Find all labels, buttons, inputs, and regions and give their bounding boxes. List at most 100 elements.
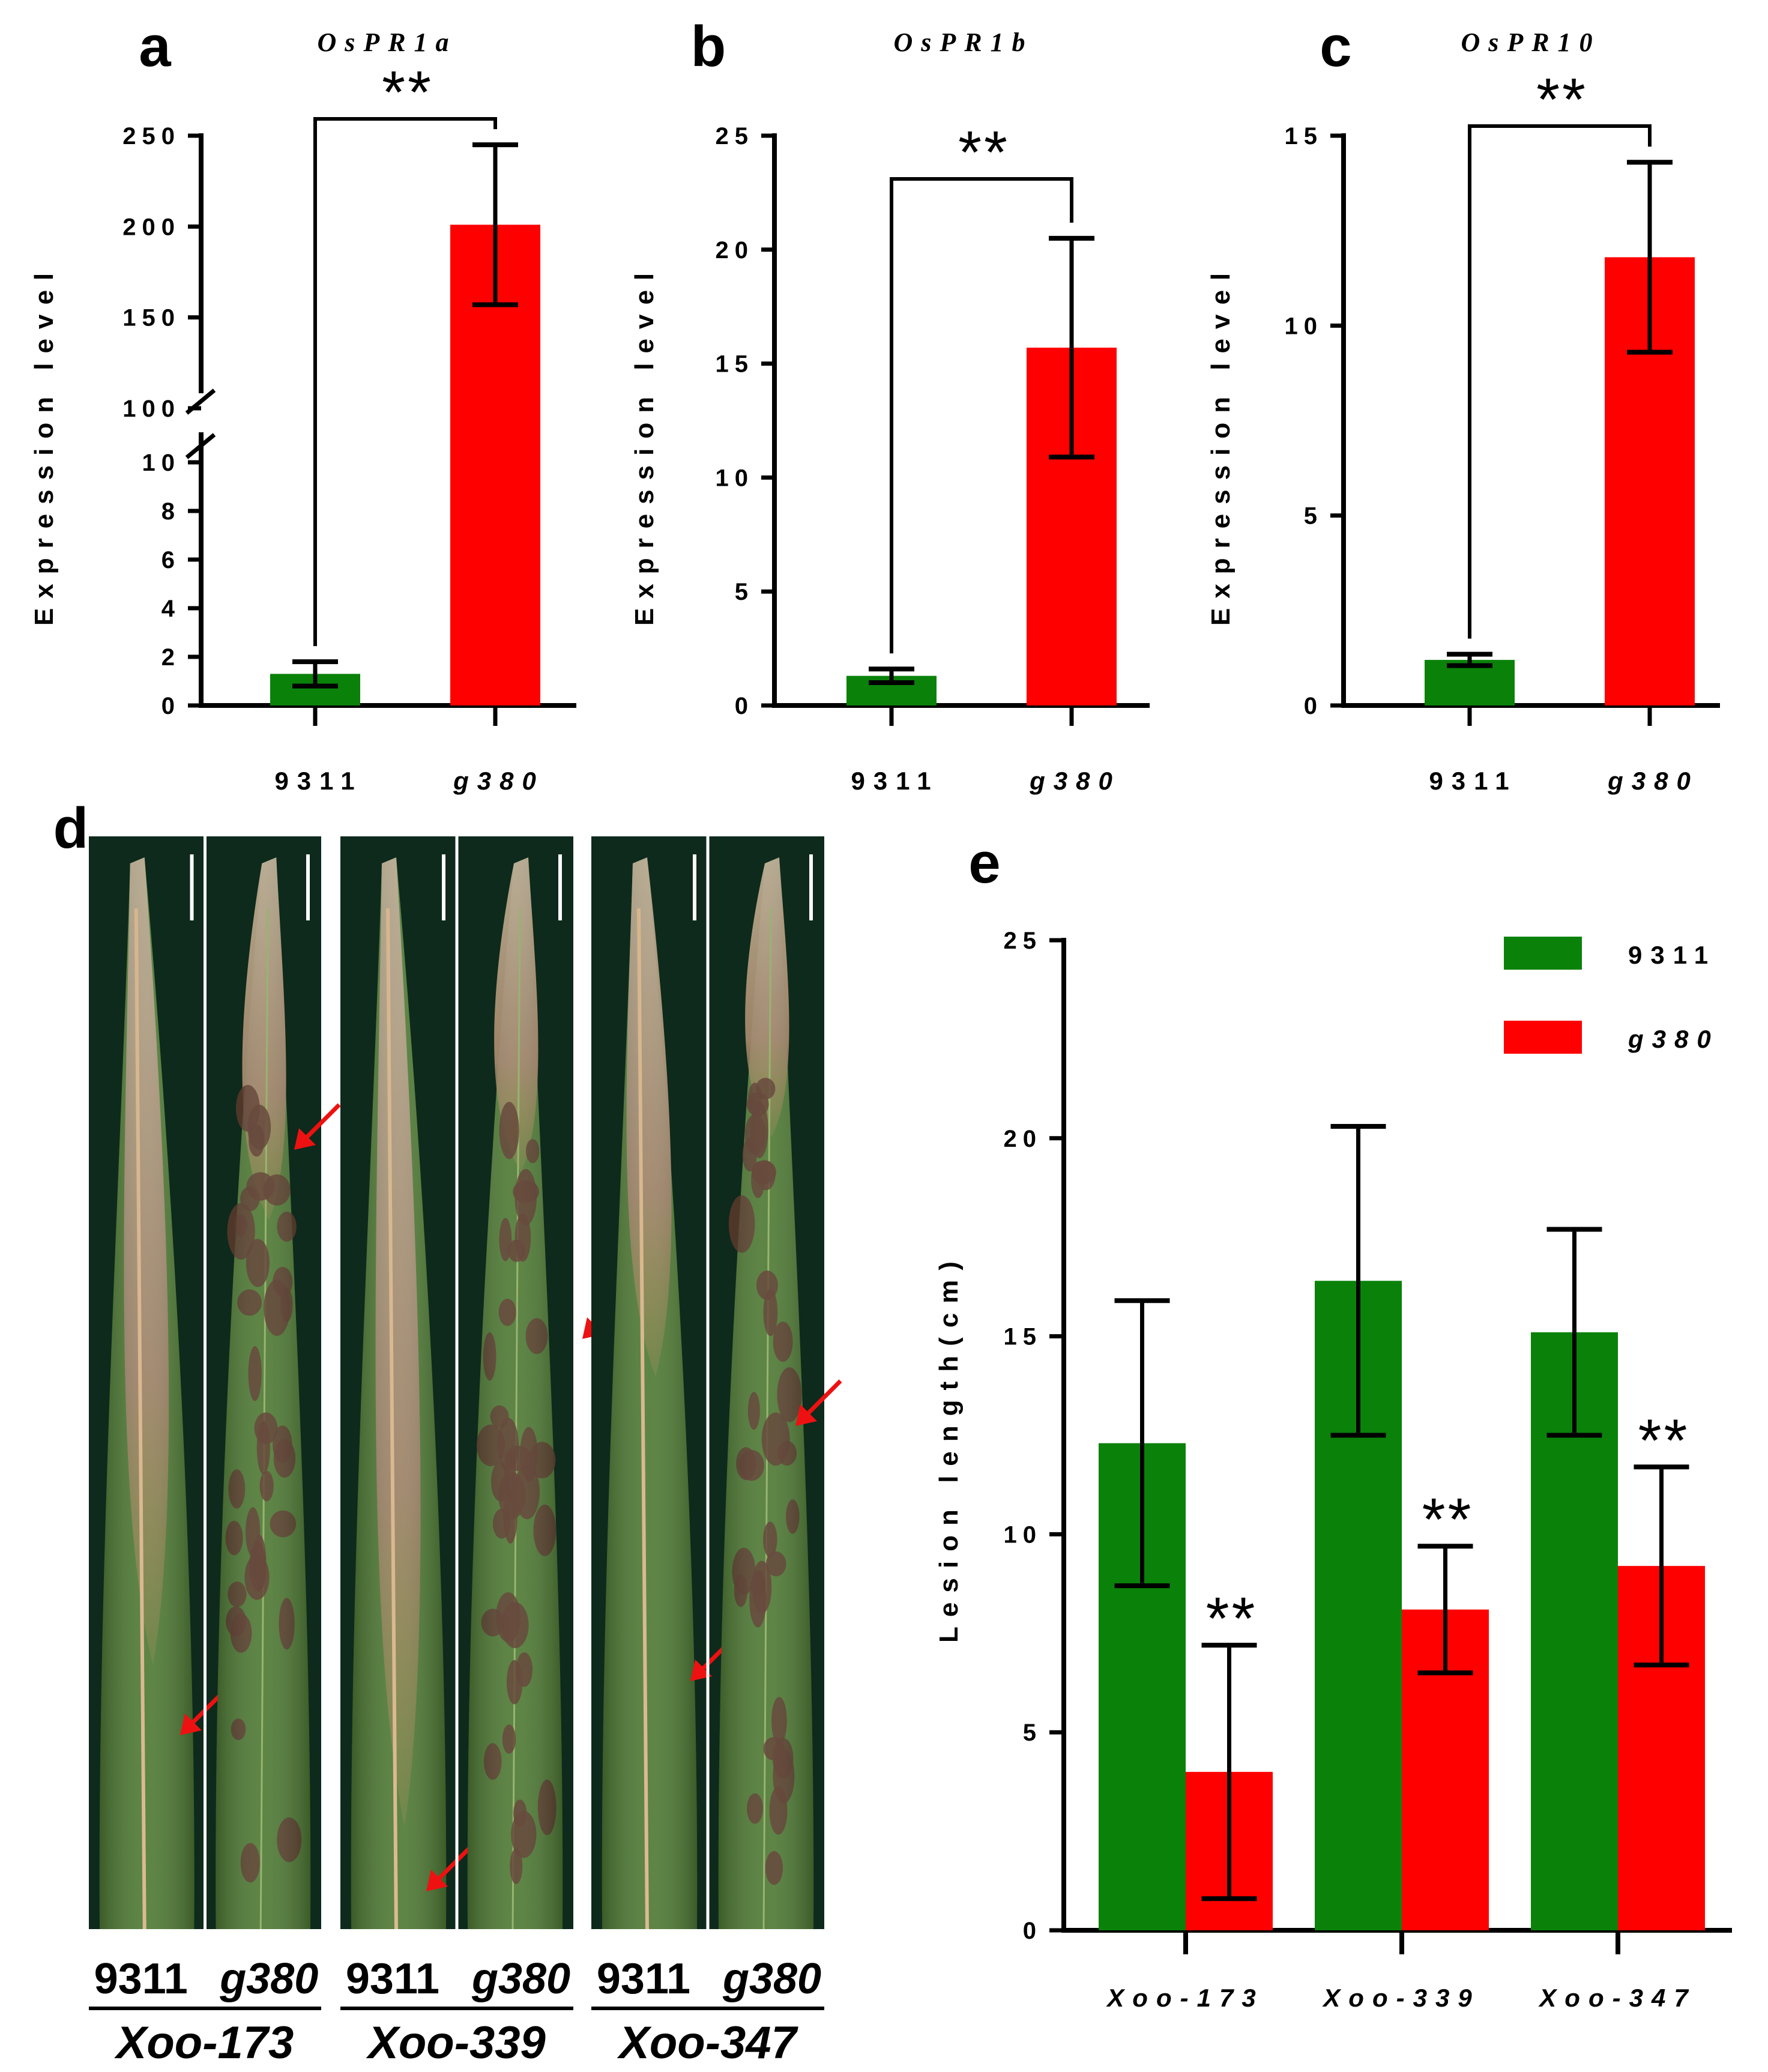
error-bar-g380-Xoo-347: [1634, 1464, 1689, 1668]
y-tick-label: 5: [1304, 503, 1323, 530]
leaf-g380-Xoo-173: [216, 857, 311, 1930]
x-tick-label-9311: 9311: [1429, 767, 1517, 795]
y-tick-label: 5: [735, 579, 754, 605]
genotype-label-g380: g380: [471, 1955, 570, 2003]
panel-letter-c: c: [1320, 14, 1351, 79]
y-tick-label: 25: [1004, 928, 1043, 954]
y-tick-label: 150: [122, 305, 181, 331]
leaf-shading: [216, 857, 311, 1929]
strain-label-Xoo-339: Xoo-339: [366, 2017, 546, 2068]
leaf-shading: [718, 857, 814, 1929]
x-tick-label-g380: g380: [453, 767, 545, 795]
error-bar-9311-Xoo-347: [1546, 1227, 1602, 1438]
y-tick-label: 6: [161, 547, 181, 573]
y-tick-label: 10: [716, 465, 755, 491]
arrow-head: [795, 1404, 817, 1426]
red-arrow: [294, 1103, 341, 1150]
y-tick-label: 2: [161, 644, 181, 671]
significance: **: [1468, 66, 1652, 639]
y-tick-label: 15: [1004, 1324, 1043, 1350]
x-tick-label-Xoo-173: Xoo-173: [1106, 1984, 1264, 2012]
error-bar-9311: [1447, 651, 1492, 668]
leaf-9311-Xoo-339: [351, 857, 447, 1930]
significance: **: [313, 59, 497, 647]
x-tick-label-9311: 9311: [274, 767, 363, 795]
significance-label: **: [1536, 66, 1588, 133]
significance-label: **: [1206, 1585, 1258, 1652]
y-tick-label: 200: [122, 214, 181, 240]
y-axis-title: Expression level: [630, 264, 659, 626]
significance: **: [890, 119, 1073, 654]
error-bar-g380-Xoo-339: [1417, 1544, 1473, 1676]
significance-label: **: [382, 59, 433, 126]
leaf-shading: [467, 857, 563, 1929]
y-axis-title: Expression level: [1206, 264, 1235, 626]
y-tick-label: 250: [122, 123, 181, 150]
error-bar-g380: [472, 142, 518, 307]
y-tick-label: 10: [1004, 1521, 1043, 1548]
genotype-label-9311: 9311: [597, 1955, 690, 2003]
panel-d: 9311 g380 Xoo-173 9311 g380 Xoo-339 9311 g380 Xo…: [89, 836, 842, 2068]
red-arrow: [426, 1844, 473, 1891]
significance-label: **: [1422, 1486, 1474, 1553]
y-tick-label: 15: [716, 351, 755, 378]
x-tick-label-g380: g380: [1029, 767, 1121, 795]
arrow-shaft: [301, 1103, 341, 1143]
arrow-shaft: [433, 1844, 473, 1885]
significance-label: **: [1638, 1407, 1690, 1474]
legend-label-9311: 9311: [1628, 941, 1716, 969]
arrow-shaft: [802, 1379, 842, 1419]
chart-title: OsPR1b: [893, 28, 1033, 57]
leaf-shading: [99, 857, 195, 1929]
leaf-g380-Xoo-347: [718, 857, 814, 1930]
y-tick-label: 10: [142, 450, 181, 476]
panel-letter-e: e: [968, 831, 1000, 895]
leaf-9311-Xoo-173: [99, 857, 195, 1930]
panel-a: OsPR1a Expression level 0 2 4 6 8 10 100 150 200 25…: [29, 28, 576, 795]
panel-letter-a: a: [139, 14, 171, 79]
y-tick-label: 4: [161, 596, 181, 622]
chart-title: OsPR10: [1461, 28, 1601, 57]
legend-label-g380: g380: [1628, 1025, 1719, 1053]
y-tick-label: 0: [1023, 1918, 1042, 1944]
panel-e: 0 5 10 15 20 25 Lesion length(cm) ** Xoo-173 ** Xo…: [934, 928, 1732, 2012]
x-tick-label-Xoo-339: Xoo-339: [1322, 1984, 1480, 2012]
chart-title: OsPR1a: [317, 28, 457, 57]
y-tick-label: 20: [1004, 1126, 1043, 1152]
genotype-label-g380: g380: [722, 1955, 821, 2003]
x-tick-label-9311: 9311: [851, 767, 939, 795]
x-tick-label-g380: g380: [1607, 767, 1699, 795]
error-bar-g380: [1049, 235, 1094, 460]
error-bar-9311-Xoo-339: [1330, 1124, 1386, 1438]
leaf-shading: [351, 857, 447, 1929]
genotype-label-9311: 9311: [94, 1955, 188, 2003]
axis-break-mark: [185, 433, 216, 459]
panel-c: OsPR10 Expression level 0 5 10 15 9311 g380 **: [1206, 28, 1720, 795]
x-tick-label-Xoo-347: Xoo-347: [1538, 1984, 1696, 2012]
error-bar-g380: [1627, 160, 1673, 355]
red-arrow: [795, 1379, 842, 1426]
error-bar-9311: [292, 659, 338, 689]
strain-label-Xoo-347: Xoo-347: [617, 2017, 798, 2068]
error-bar-9311-Xoo-173: [1114, 1298, 1170, 1589]
arrow-head: [294, 1128, 316, 1150]
y-tick-label: 100: [122, 396, 181, 422]
arrow-head: [426, 1870, 448, 1891]
leaf-g380-Xoo-339: [467, 857, 563, 1930]
y-tick-label: 10: [1285, 313, 1324, 339]
y-tick-label: 0: [161, 693, 181, 719]
genotype-label-9311: 9311: [346, 1955, 439, 2003]
significance-bracket: [1468, 124, 1652, 639]
leaf-9311-Xoo-347: [602, 857, 698, 1930]
y-axis-title: Lesion length(cm): [934, 1252, 964, 1643]
y-tick-label: 5: [1023, 1720, 1042, 1746]
y-tick-label: 0: [735, 693, 754, 719]
y-tick-label: 20: [716, 237, 755, 264]
significance-label: **: [958, 119, 1010, 186]
error-bar-9311: [869, 666, 914, 686]
genotype-label-g380: g380: [219, 1955, 318, 2003]
panel-letter-d: d: [53, 796, 89, 860]
y-tick-label: 15: [1285, 123, 1324, 150]
legend-swatch-g380: [1504, 1021, 1582, 1054]
